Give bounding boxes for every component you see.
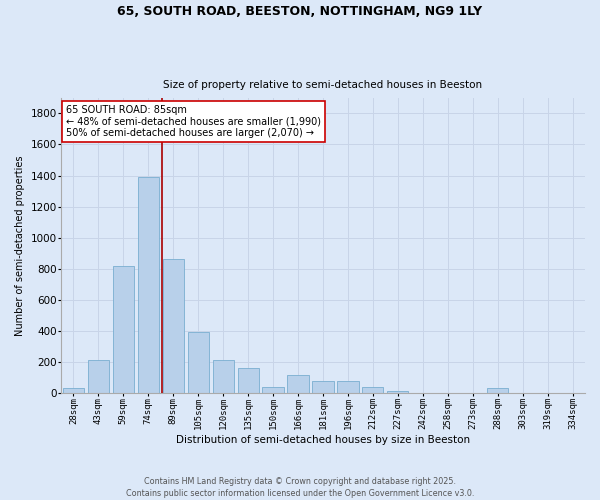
Bar bbox=[387, 390, 409, 393]
Bar bbox=[63, 388, 84, 393]
Text: 65 SOUTH ROAD: 85sqm
← 48% of semi-detached houses are smaller (1,990)
50% of se: 65 SOUTH ROAD: 85sqm ← 48% of semi-detac… bbox=[66, 105, 321, 138]
Bar bbox=[262, 387, 284, 393]
Bar bbox=[88, 360, 109, 393]
Y-axis label: Number of semi-detached properties: Number of semi-detached properties bbox=[15, 155, 25, 336]
Bar bbox=[138, 177, 159, 393]
Bar bbox=[313, 380, 334, 393]
Bar bbox=[238, 368, 259, 393]
X-axis label: Distribution of semi-detached houses by size in Beeston: Distribution of semi-detached houses by … bbox=[176, 435, 470, 445]
Bar bbox=[487, 388, 508, 393]
Title: Size of property relative to semi-detached houses in Beeston: Size of property relative to semi-detach… bbox=[163, 80, 482, 90]
Text: 65, SOUTH ROAD, BEESTON, NOTTINGHAM, NG9 1LY: 65, SOUTH ROAD, BEESTON, NOTTINGHAM, NG9… bbox=[118, 5, 482, 18]
Bar bbox=[113, 266, 134, 393]
Text: Contains HM Land Registry data © Crown copyright and database right 2025.
Contai: Contains HM Land Registry data © Crown c… bbox=[126, 476, 474, 498]
Bar bbox=[188, 332, 209, 393]
Bar bbox=[212, 360, 234, 393]
Bar bbox=[163, 260, 184, 393]
Bar bbox=[362, 387, 383, 393]
Bar bbox=[337, 380, 359, 393]
Bar bbox=[287, 375, 308, 393]
